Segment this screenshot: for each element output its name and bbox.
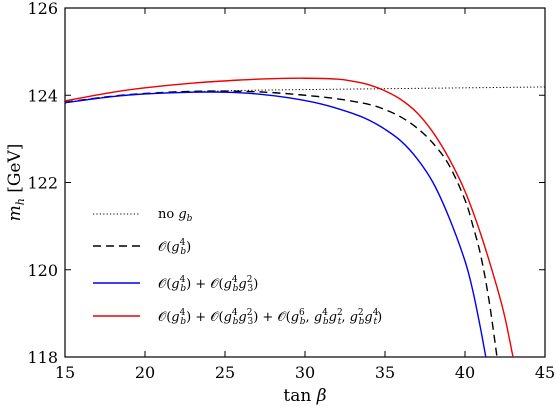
plot-frame <box>64 7 546 358</box>
series-gb4-g32 <box>65 91 487 357</box>
y-tick-label: 118 <box>27 348 58 367</box>
x-axis-label: tan β <box>283 386 326 406</box>
x-tick-label: 15 <box>55 363 75 382</box>
axis-tick-labels: 15 20 25 30 35 40 45 118 120 122 124 126 <box>27 0 555 382</box>
series-gb4 <box>65 90 498 357</box>
y-axis-label: mh [GeV] <box>5 144 27 222</box>
y-tick-label: 124 <box>27 86 58 105</box>
y-tick-label: 122 <box>27 174 58 193</box>
legend: no gb 𝒪(g4 b) 𝒪(g4 b) + 𝒪(g4 bg2 3) 𝒪(g4 b) +… <box>93 207 382 327</box>
svg-text:mh [GeV]: mh [GeV] <box>5 144 27 222</box>
x-tick-label: 30 <box>295 363 315 382</box>
x-tick-label: 35 <box>375 363 395 382</box>
axis-ticks <box>64 7 546 358</box>
y-tick-label: 126 <box>27 0 58 18</box>
legend-label-no-gb: no gb <box>158 207 193 224</box>
x-tick-label: 25 <box>215 363 235 382</box>
legend-label-gb4-g32: 𝒪(g4 b) + 𝒪(g4 bg2 3) <box>158 275 258 294</box>
legend-label-gb4: 𝒪(g4 b) <box>158 238 191 257</box>
series-full <box>65 77 514 357</box>
x-tick-label: 20 <box>135 363 155 382</box>
x-tick-label: 45 <box>535 363 555 382</box>
y-tick-label: 120 <box>27 261 58 280</box>
x-tick-label: 40 <box>455 363 475 382</box>
legend-label-full: 𝒪(g4 b) + 𝒪(g4 bg2 3) + 𝒪(g6 b, g4 bg2 t, g2 bg… <box>158 308 382 327</box>
series-layer <box>65 77 545 357</box>
